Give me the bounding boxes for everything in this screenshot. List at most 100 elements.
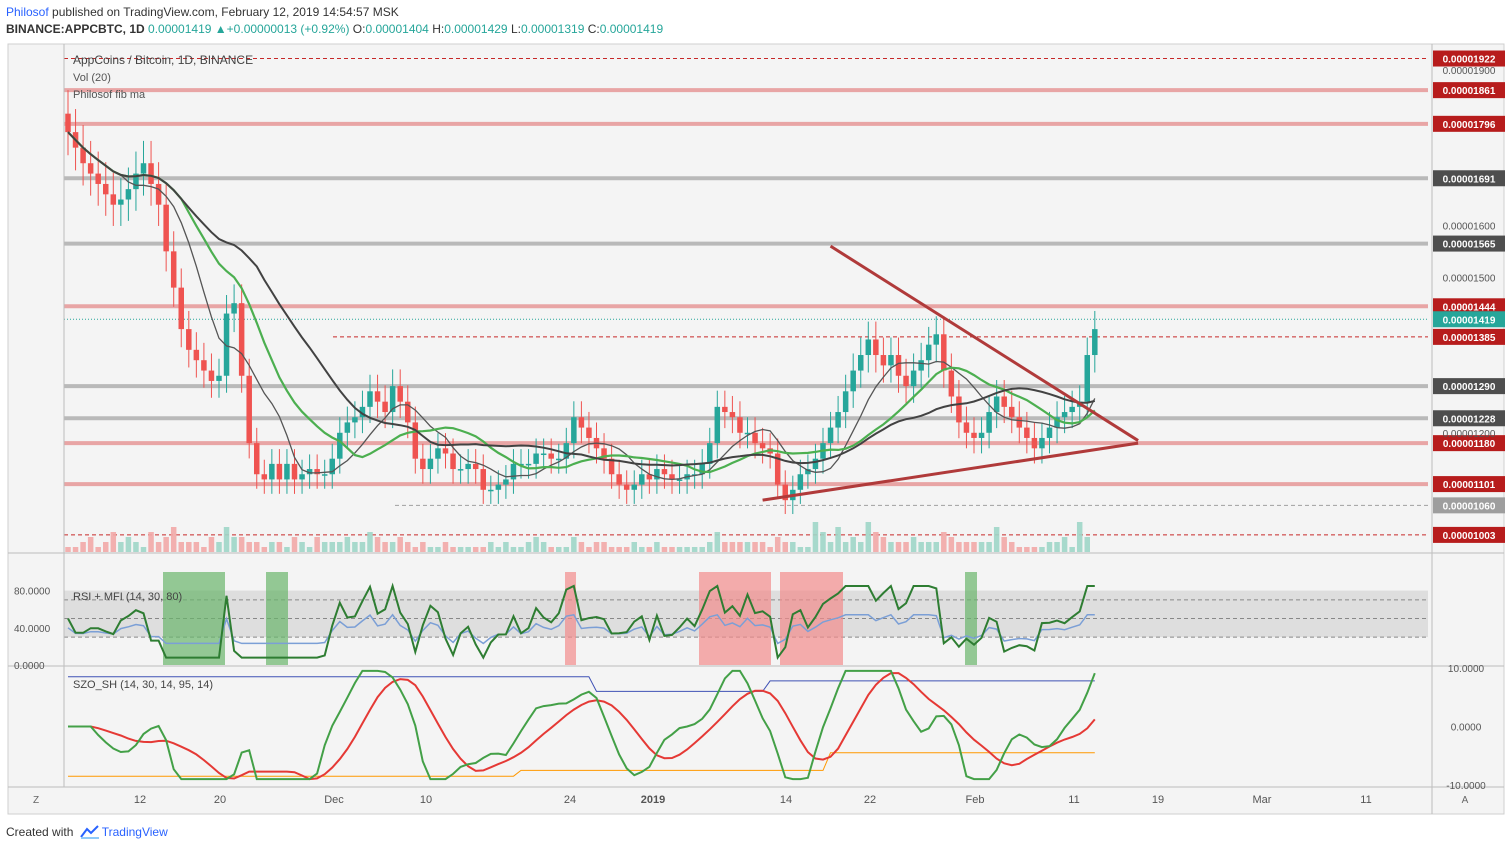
volume-bar (548, 547, 554, 552)
price-axis-label: 0.00001900 (1443, 66, 1496, 77)
szo-pane[interactable] (68, 669, 1096, 781)
rsi-title: RSI + MFI (14, 30, 80) (73, 591, 182, 603)
volume-bar (299, 542, 305, 552)
candle-body (155, 183, 162, 205)
price-tag-label: 0.00001565 (1443, 240, 1496, 251)
candle-body (435, 448, 441, 459)
volume-bar (593, 542, 600, 552)
volume-bar (367, 532, 373, 552)
volume-bar (910, 537, 917, 552)
candle-body (782, 484, 788, 501)
candle-body (556, 458, 562, 461)
price-pane[interactable] (64, 58, 1428, 552)
volume-bar (1054, 542, 1060, 552)
candle-body (759, 443, 766, 449)
candle-body (223, 313, 230, 376)
candle-body (374, 391, 381, 402)
candle-body (933, 334, 939, 345)
price-tag (1433, 298, 1505, 315)
volume-bar (1024, 547, 1030, 552)
candle-body (729, 412, 736, 418)
high-label: H: (432, 22, 445, 36)
candle-body (1001, 396, 1007, 407)
rsi-zone (699, 572, 771, 665)
tradingview-link[interactable]: TradingView (101, 825, 168, 839)
candle-body (835, 412, 841, 428)
volume-bar (1001, 537, 1007, 552)
volume-bar (865, 522, 872, 552)
author-link[interactable]: Philosof (6, 5, 49, 19)
candle-body (389, 386, 396, 413)
candle-body (314, 469, 320, 475)
volume-bar (472, 547, 479, 552)
volume-bar (608, 547, 615, 552)
candle-body (722, 406, 728, 413)
volume-bar (601, 542, 607, 552)
volume-bar (691, 547, 698, 552)
candle-body (616, 474, 622, 485)
volume-bar (533, 537, 539, 552)
candle-body (488, 489, 494, 492)
volume-bar (254, 542, 260, 552)
candle-body (948, 370, 955, 397)
price-tag-label: 0.00001003 (1443, 531, 1496, 542)
candle-body (110, 194, 117, 205)
x-tick-label: 22 (864, 794, 876, 806)
volume-bar (412, 547, 419, 552)
volume-bar (495, 547, 502, 552)
corner-z[interactable]: Z (33, 795, 39, 806)
volume-bar (155, 542, 162, 552)
candle-body (986, 412, 992, 433)
x-tick-label: Dec (324, 794, 344, 806)
candle-body (284, 463, 290, 480)
candle-body (329, 458, 335, 475)
x-tick-label: Feb (966, 794, 985, 806)
volume-bar (646, 547, 653, 552)
price-tag (1433, 526, 1505, 543)
x-tick-label: 2019 (641, 794, 665, 806)
volume-bar (744, 542, 751, 552)
volume-bar (1046, 542, 1053, 552)
x-tick-label: Mar (1253, 794, 1272, 806)
candle-body (405, 401, 411, 423)
rsi-axis-label: 40.0000 (14, 624, 51, 635)
volume-bar (782, 542, 788, 552)
candle-body (65, 113, 71, 133)
rsi-zone (266, 572, 288, 665)
volume-bar (563, 547, 570, 552)
volume-bar (1009, 542, 1015, 552)
candle-body (744, 432, 751, 435)
volume-bar (820, 532, 826, 552)
change-value: +0.00000013 (+0.92%) (226, 22, 350, 36)
price-tag (1433, 328, 1505, 345)
volume-bar (140, 547, 147, 552)
price-tag-label: 0.00001922 (1443, 55, 1496, 66)
candle-body (1009, 406, 1015, 418)
volume-bar (148, 532, 154, 552)
candle-body (170, 251, 177, 288)
candle-body (707, 443, 713, 464)
candle-body (163, 204, 169, 252)
candle-body (571, 417, 577, 444)
candle-body (118, 199, 124, 205)
candle-body (291, 463, 298, 480)
candle-body (676, 479, 683, 481)
candle-body (1046, 427, 1053, 438)
candle-body (865, 339, 872, 356)
candle-body (367, 391, 373, 407)
price-tag-label: 0.00001691 (1443, 174, 1496, 185)
candle-body (397, 386, 403, 402)
volume-bar (208, 537, 215, 552)
candle-body (850, 370, 856, 392)
volume-bar (1039, 547, 1045, 552)
volume-bar (654, 542, 660, 552)
close-value: 0.00001419 (599, 22, 664, 36)
candle-body (654, 469, 660, 480)
chart-frame (7, 43, 1505, 815)
candle-body (1039, 437, 1045, 449)
volume-bar (337, 542, 343, 552)
rsi-mfi-pane[interactable] (64, 572, 1428, 665)
corner-a[interactable]: A (1462, 795, 1469, 806)
candle-body (925, 344, 932, 361)
